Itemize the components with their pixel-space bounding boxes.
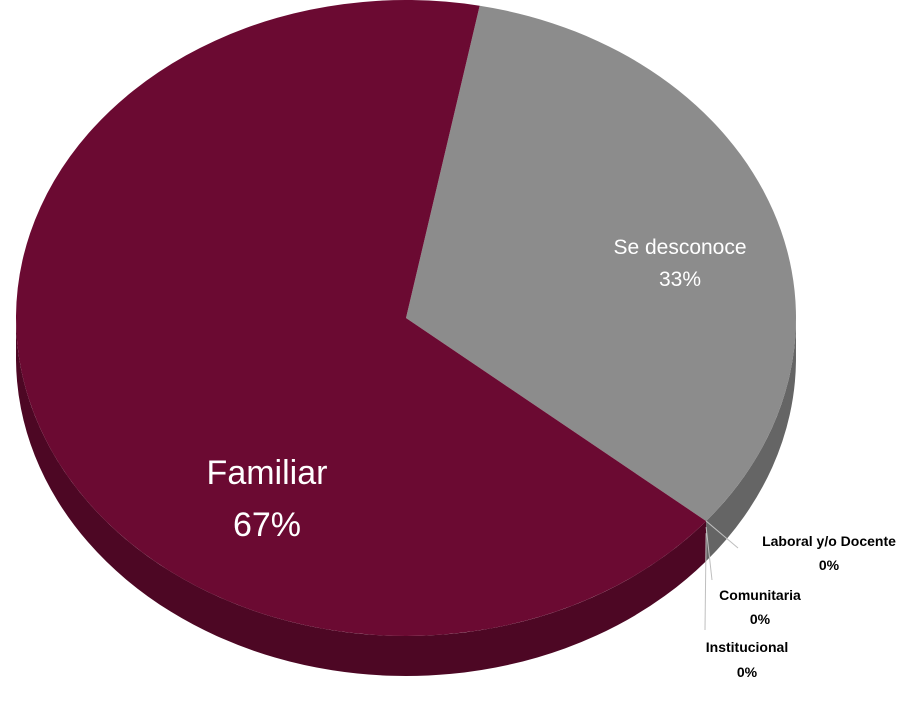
slice-label-laboral-name: Laboral y/o Docente (762, 533, 896, 549)
slice-label-comunitaria-value: 0% (750, 611, 771, 627)
pie-side-familiar-0 (16, 320, 707, 677)
pie-slice-familiar (16, 0, 707, 636)
slice-label-institucional-value: 0% (737, 664, 758, 680)
slice-label-laboral-value: 0% (819, 557, 840, 573)
leader-line-2 (704, 533, 707, 631)
slice-label-comunitaria-name: Comunitaria (719, 587, 801, 603)
pie-slice-se-desconoce (406, 5, 797, 522)
slice-label-familiar-name: Familiar (207, 454, 328, 492)
slice-label-institucional-name: Institucional (706, 639, 788, 655)
pie-side-se-desconoce-0 (706, 320, 796, 562)
pie-depth (16, 320, 796, 677)
leader-lines (704, 520, 739, 631)
leader-line-0 (705, 520, 739, 549)
leader-line-1 (705, 527, 713, 581)
slice-label-desconoce-name: Se desconoce (613, 236, 746, 259)
pie-top (16, 0, 797, 636)
slice-label-desconoce-value: 33% (659, 268, 701, 291)
slice-label-familiar-value: 67% (233, 506, 301, 544)
